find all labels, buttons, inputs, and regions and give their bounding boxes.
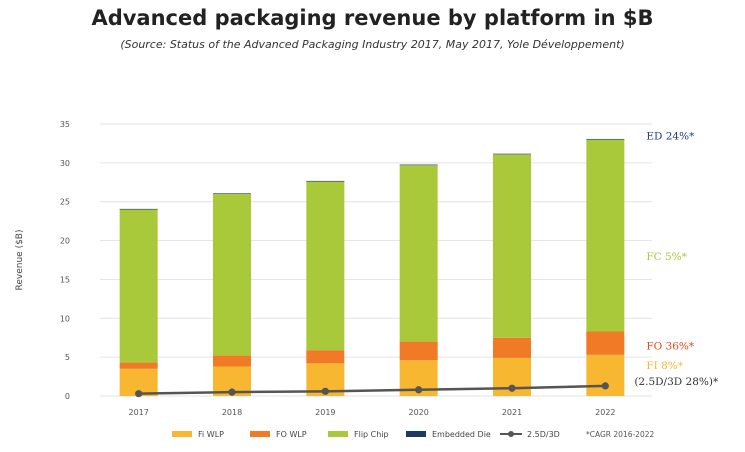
bar-segment-embedded-die xyxy=(306,180,345,182)
bar-segment-embedded-die xyxy=(399,164,438,166)
chart-title: Advanced packaging revenue by platform i… xyxy=(91,6,654,30)
line-marker xyxy=(321,387,329,395)
cagr-annotation: FI 8%* xyxy=(646,360,683,372)
bar-segment-fo-wlp xyxy=(493,337,531,358)
bar-segment-fo-wlp xyxy=(119,362,158,369)
y-tick-label: 35 xyxy=(60,120,70,129)
bar-segment-embedded-die xyxy=(119,208,158,210)
bar-segment-flip-chip xyxy=(119,209,158,363)
cagr-annotation: FC 5%* xyxy=(646,251,687,263)
bar-segment-embedded-die xyxy=(493,153,531,155)
legend-swatch-marker xyxy=(508,431,514,437)
x-tick-label: 2022 xyxy=(595,408,615,417)
x-tick-label: 2020 xyxy=(408,408,428,417)
bar-segment-fo-wlp xyxy=(586,331,625,355)
bar-segment-fo-wlp xyxy=(213,355,251,367)
y-tick-label: 30 xyxy=(60,159,70,168)
bar-segment-flip-chip xyxy=(493,154,531,338)
chart-subtitle: (Source: Status of the Advanced Packagin… xyxy=(120,38,625,51)
bar-segment-flip-chip xyxy=(399,165,438,342)
cagr-annotation: (2.5D/3D 28%)* xyxy=(634,376,719,388)
cagr-annotation: FO 36%* xyxy=(646,340,695,352)
line-marker xyxy=(135,390,143,398)
x-tick-label: 2017 xyxy=(128,408,148,417)
legend-label: Fi WLP xyxy=(198,430,224,439)
y-tick-label: 10 xyxy=(60,314,70,323)
bar-segment-embedded-die xyxy=(586,138,625,140)
legend-label: FO WLP xyxy=(276,430,307,439)
y-tick-label: 15 xyxy=(60,275,70,284)
line-marker xyxy=(508,384,516,392)
line-2-5d-3d xyxy=(138,384,606,395)
legend-label: Flip Chip xyxy=(354,430,389,439)
x-tick-label: 2019 xyxy=(315,408,335,417)
bar-segment-flip-chip xyxy=(306,181,345,351)
line-marker xyxy=(415,386,423,394)
legend-swatch xyxy=(406,431,426,437)
y-tick-label: 25 xyxy=(60,198,70,207)
line-marker xyxy=(601,382,609,390)
bar-segment-flip-chip xyxy=(213,193,251,356)
x-tick-label: 2018 xyxy=(222,408,242,417)
legend-note: *CAGR 2016-2022 xyxy=(586,430,655,439)
bar-segment-fo-wlp xyxy=(306,350,345,364)
cagr-annotation: ED 24%* xyxy=(646,131,695,143)
legend-swatch xyxy=(250,431,270,437)
legend-swatch xyxy=(172,431,192,437)
line-marker xyxy=(228,388,236,396)
bar-segment-fi-wlp xyxy=(586,354,625,396)
y-tick-label: 0 xyxy=(65,392,70,401)
y-tick-label: 20 xyxy=(60,237,70,246)
legend-label: Embedded Die xyxy=(432,430,491,439)
y-axis-label: Revenue ($B) xyxy=(15,230,25,291)
y-tick-label: 5 xyxy=(65,353,70,362)
legend-swatch xyxy=(328,431,348,437)
bar-segment-embedded-die xyxy=(213,193,251,194)
x-tick-label: 2021 xyxy=(502,408,522,417)
bar-segment-fo-wlp xyxy=(399,341,438,361)
bar-segment-flip-chip xyxy=(586,139,625,332)
legend-label: 2.5D/3D xyxy=(527,430,560,439)
